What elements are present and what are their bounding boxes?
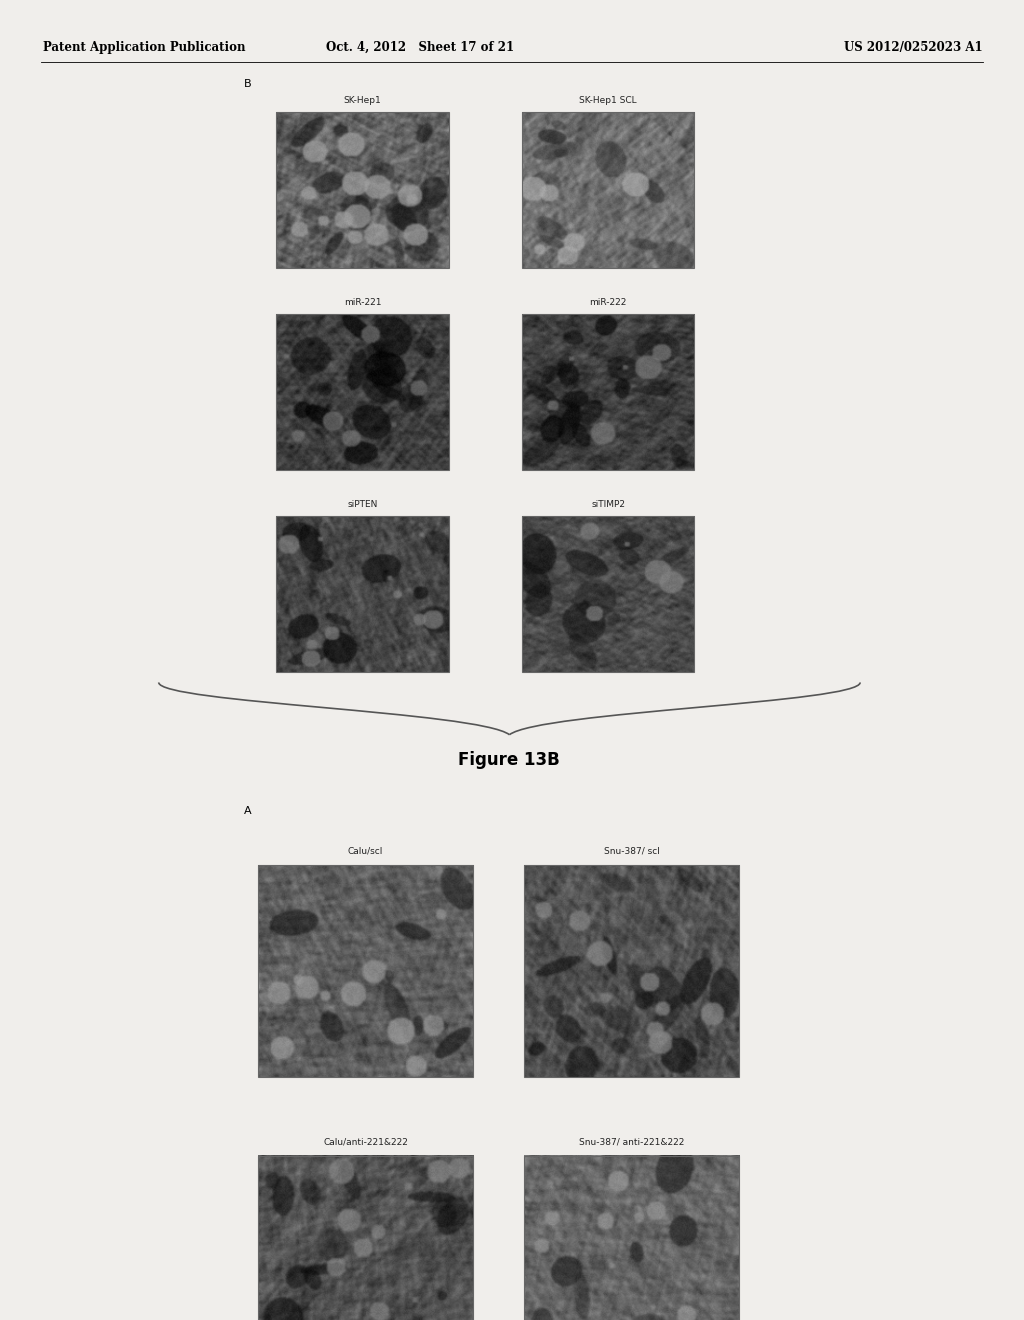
Text: US 2012/0252023 A1: US 2012/0252023 A1 xyxy=(845,41,983,54)
Text: Calu/anti-221&222: Calu/anti-221&222 xyxy=(324,1138,408,1146)
Text: miR-221: miR-221 xyxy=(344,298,381,308)
Text: Figure 13B: Figure 13B xyxy=(458,751,560,768)
Bar xyxy=(276,516,449,672)
Text: Calu/scl: Calu/scl xyxy=(348,847,383,855)
Text: miR-222: miR-222 xyxy=(590,298,627,308)
Bar xyxy=(258,866,473,1077)
Bar xyxy=(276,112,449,268)
Text: SK-Hep1 SCL: SK-Hep1 SCL xyxy=(580,96,637,106)
Bar xyxy=(524,1156,739,1320)
Text: Patent Application Publication: Patent Application Publication xyxy=(43,41,246,54)
Text: A: A xyxy=(244,807,251,816)
Bar xyxy=(276,314,449,470)
Bar xyxy=(522,112,694,268)
Text: Oct. 4, 2012   Sheet 17 of 21: Oct. 4, 2012 Sheet 17 of 21 xyxy=(326,41,514,54)
Bar xyxy=(524,866,739,1077)
Bar xyxy=(522,314,694,470)
Text: SK-Hep1: SK-Hep1 xyxy=(344,96,381,106)
Text: siTIMP2: siTIMP2 xyxy=(591,500,626,510)
Text: Snu-387/ anti-221&222: Snu-387/ anti-221&222 xyxy=(580,1138,684,1146)
Bar xyxy=(522,516,694,672)
Text: siPTEN: siPTEN xyxy=(347,500,378,510)
Text: Snu-387/ scl: Snu-387/ scl xyxy=(604,847,659,855)
Text: B: B xyxy=(244,79,251,90)
Bar xyxy=(258,1156,473,1320)
